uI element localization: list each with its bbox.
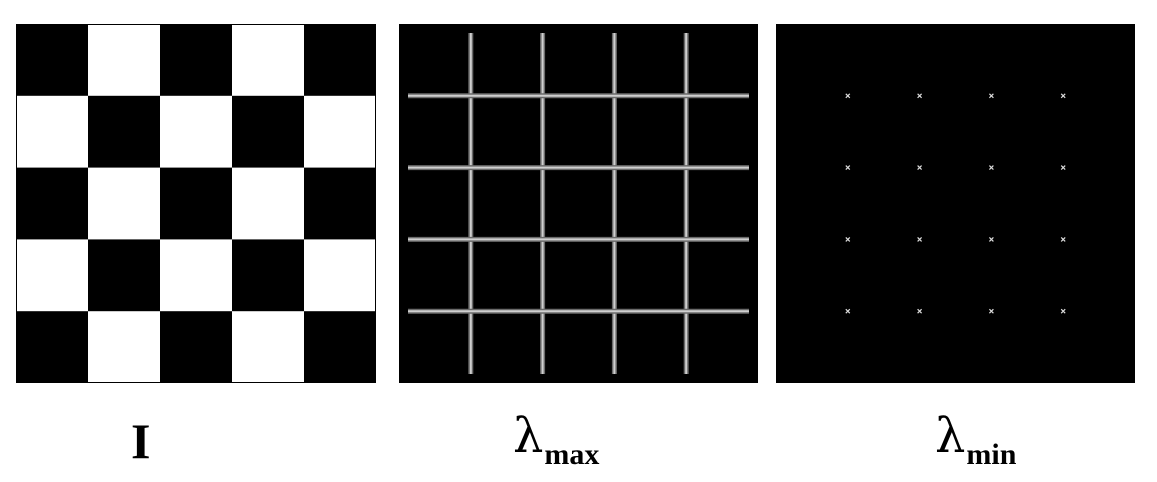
checker-square bbox=[16, 95, 89, 169]
checker-square bbox=[232, 167, 305, 240]
caption-lambda-min: λmin bbox=[935, 408, 1016, 471]
caption-I-text: I bbox=[131, 413, 151, 469]
corner-point bbox=[917, 165, 923, 171]
checker-square bbox=[232, 239, 305, 312]
lambda-symbol: λ bbox=[935, 408, 966, 464]
checker-square bbox=[304, 167, 376, 240]
corner-point bbox=[988, 236, 994, 242]
corner-point bbox=[1060, 165, 1066, 171]
checker-square bbox=[160, 95, 233, 169]
checker-square bbox=[304, 239, 376, 312]
min-subscript: min bbox=[966, 438, 1017, 471]
checker-square bbox=[160, 167, 233, 240]
checker-square bbox=[232, 24, 305, 97]
checker-square bbox=[304, 24, 376, 97]
checker-square bbox=[160, 239, 233, 312]
checker-square bbox=[88, 24, 161, 97]
checker-square bbox=[88, 311, 161, 383]
lambda-min-background bbox=[776, 24, 1135, 383]
lambda-symbol: λ bbox=[513, 408, 544, 464]
corner-point bbox=[1060, 308, 1066, 314]
corner-point bbox=[917, 236, 923, 242]
lambda-max-panel bbox=[399, 24, 758, 383]
lambda-min-panel bbox=[776, 24, 1135, 383]
checker-square bbox=[16, 167, 89, 240]
checkerboard-border bbox=[16, 24, 376, 383]
checker-square bbox=[16, 311, 89, 383]
caption-image-I: I bbox=[131, 412, 150, 470]
checker-square bbox=[16, 239, 89, 312]
corner-point bbox=[1060, 236, 1066, 242]
lambda-max-image bbox=[399, 24, 758, 383]
corner-point bbox=[845, 93, 851, 99]
checker-square bbox=[16, 24, 89, 97]
corner-point bbox=[988, 93, 994, 99]
checker-square bbox=[88, 167, 161, 240]
lambda-max-background bbox=[399, 24, 758, 383]
checker-square bbox=[232, 311, 305, 383]
corner-point bbox=[917, 308, 923, 314]
corner-point bbox=[1060, 93, 1066, 99]
checker-square bbox=[304, 95, 376, 169]
checker-square bbox=[88, 239, 161, 312]
corner-point bbox=[988, 308, 994, 314]
corner-point bbox=[845, 308, 851, 314]
checker-square bbox=[88, 95, 161, 169]
max-subscript: max bbox=[544, 438, 600, 471]
checker-square bbox=[304, 311, 376, 383]
corner-point bbox=[845, 165, 851, 171]
checker-square bbox=[232, 95, 305, 169]
corner-point bbox=[845, 236, 851, 242]
checkerboard-image bbox=[16, 24, 376, 383]
corner-point bbox=[988, 165, 994, 171]
checker-square bbox=[160, 24, 233, 97]
checkerboard-panel bbox=[16, 24, 376, 383]
caption-lambda-max: λmax bbox=[513, 408, 599, 471]
lambda-min-image bbox=[776, 24, 1135, 383]
checker-square bbox=[160, 311, 233, 383]
corner-point bbox=[917, 93, 923, 99]
